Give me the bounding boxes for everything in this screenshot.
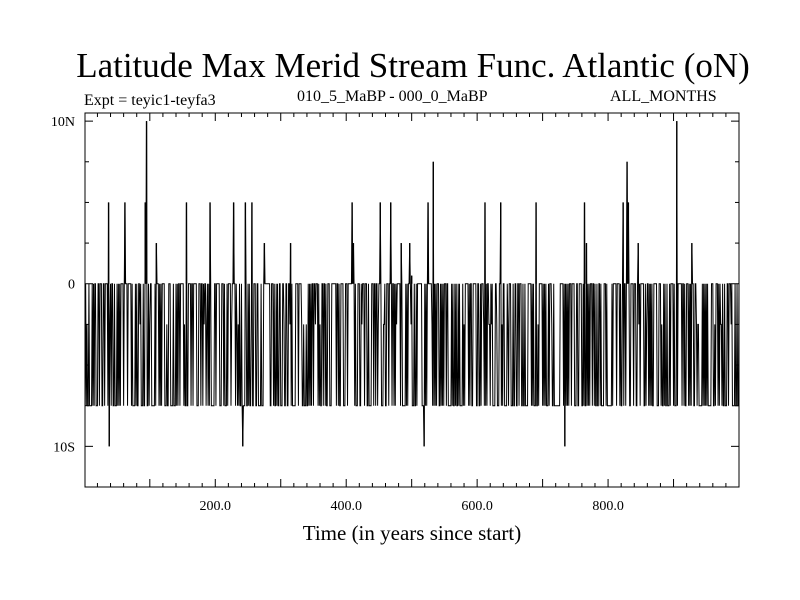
series-line [84, 121, 740, 447]
x-axis-label: Time (in years since start) [303, 521, 522, 545]
experiment-label: Expt = teyic1-teyfa3 [84, 92, 216, 109]
x-tick-label: 200.0 [200, 499, 232, 514]
y-tick-label: 10S [53, 440, 75, 455]
y-tick-label: 10N [51, 115, 75, 130]
x-tick-label: 600.0 [461, 499, 493, 514]
chart-title: Latitude Max Merid Stream Func. Atlantic… [76, 46, 750, 85]
axes: 200.0 400.0 600.0 800.0 10N 0 10S [51, 113, 739, 514]
x-tick-label: 400.0 [330, 499, 362, 514]
data-trace [84, 121, 740, 447]
x-tick-label: 800.0 [592, 499, 624, 514]
y-tick-label: 0 [68, 278, 75, 293]
months-label: ALL_MONTHS [610, 88, 717, 105]
period-label: 010_5_MaBP - 000_0_MaBP [297, 88, 488, 105]
